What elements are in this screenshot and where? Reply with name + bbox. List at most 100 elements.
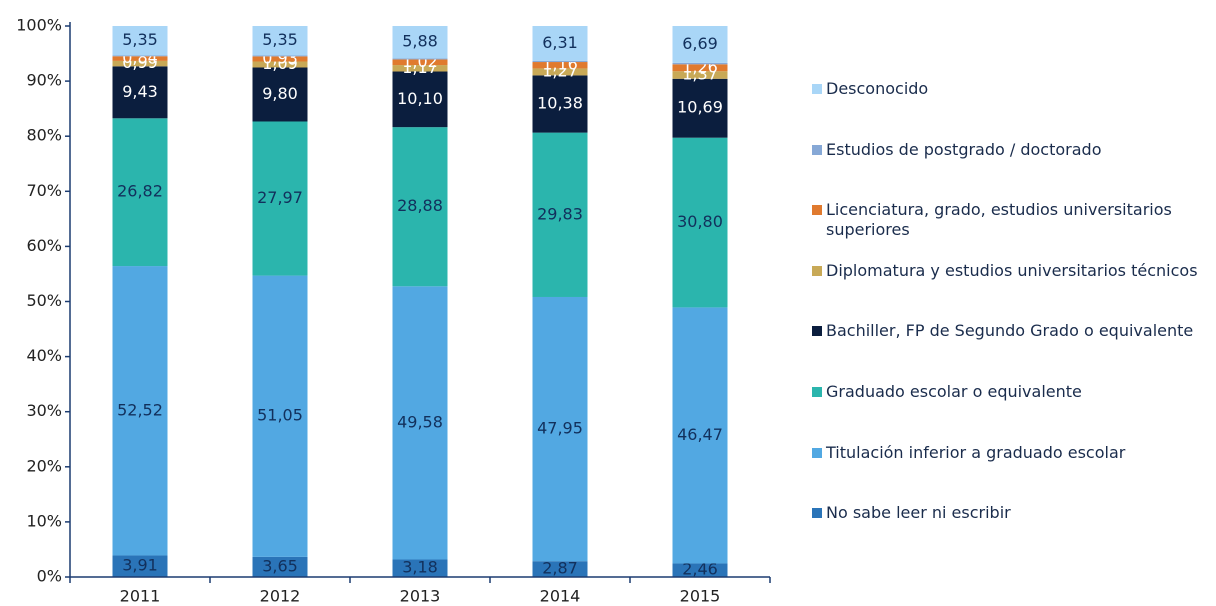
data-label: 3,91 xyxy=(122,556,158,575)
bar-segment xyxy=(252,61,308,68)
chart: 0% 10% 20% 30% 40% 50% 60% 70% 80% 90% 100% 3,91 52,… xyxy=(16,16,771,606)
legend-swatch xyxy=(812,144,822,155)
data-label: 51,05 xyxy=(257,406,303,425)
y-tick-label: 80% xyxy=(26,126,62,145)
bar-segment xyxy=(112,55,168,57)
bar-segment xyxy=(672,78,728,138)
data-label: 6,31 xyxy=(542,33,578,52)
legend-label: Graduado escolar o equivalente xyxy=(826,382,1082,401)
data-label: 9,43 xyxy=(122,82,158,101)
y-tick-label: 20% xyxy=(26,456,62,475)
y-tick-label: 90% xyxy=(26,71,62,90)
x-tick-label: 2014 xyxy=(540,587,581,606)
bar-segment xyxy=(532,296,588,562)
bar-segment xyxy=(672,64,728,72)
bar-segment xyxy=(252,67,308,122)
legend-swatch xyxy=(812,205,822,216)
legend-item: Bachiller, FP de Segundo Grado o equival… xyxy=(812,321,1212,341)
data-label: 10,38 xyxy=(537,94,583,113)
bar-segment xyxy=(112,66,168,119)
legend-label: No sabe leer ni escribir xyxy=(826,503,1011,523)
bar-segment xyxy=(252,55,308,57)
data-label: 2,87 xyxy=(542,559,578,578)
bar-segment xyxy=(532,132,588,297)
bar-segment xyxy=(672,137,728,308)
bar-segment xyxy=(672,71,728,79)
legend-swatch xyxy=(812,84,822,94)
legend-swatch xyxy=(812,447,822,458)
legend-swatch xyxy=(812,326,822,337)
bar-segment xyxy=(112,266,168,556)
bar-segment xyxy=(672,62,728,65)
bar-segment xyxy=(532,26,588,61)
y-tick-label: 70% xyxy=(26,181,62,200)
legend-item: Titulación inferior a graduado escolar xyxy=(812,443,1212,463)
x-tick-label: 2012 xyxy=(260,587,301,606)
data-label: 52,52 xyxy=(117,400,163,419)
data-label: 3,18 xyxy=(402,558,438,577)
data-label: 30,80 xyxy=(677,212,723,231)
bar-segment xyxy=(252,26,308,56)
legend-item: No sabe leer ni escribir xyxy=(812,503,1212,523)
data-label: 47,95 xyxy=(537,419,583,438)
data-label: 27,97 xyxy=(257,188,303,207)
data-label: 10,69 xyxy=(677,98,723,117)
data-label: 9,80 xyxy=(262,84,298,103)
legend-item: Desconocido xyxy=(812,79,1212,99)
bar-segment xyxy=(252,56,308,62)
legend-label: Estudios de postgrado / doctorado xyxy=(826,139,1102,159)
data-label: 26,82 xyxy=(117,182,163,201)
legend-item: Licenciatura, grado, estudios universita… xyxy=(812,200,1212,240)
bar-segment xyxy=(672,26,728,63)
bar-segment xyxy=(112,118,168,267)
data-label: 46,47 xyxy=(677,425,723,444)
y-tick-label: 10% xyxy=(26,511,62,530)
bar-segment xyxy=(532,561,588,577)
bar-segment xyxy=(532,60,588,63)
legend-item: Graduado escolar o equivalente xyxy=(812,382,1212,402)
data-label: 49,58 xyxy=(397,412,443,431)
bar-segment xyxy=(112,60,168,67)
y-tick-label: 0% xyxy=(37,567,62,586)
legend-label: Licenciatura, grado, estudios universita… xyxy=(826,200,1172,240)
x-tick-label: 2011 xyxy=(120,587,161,606)
data-label: 29,83 xyxy=(537,204,583,223)
bar-segment xyxy=(392,58,448,60)
data-label: 10,10 xyxy=(397,89,443,108)
data-label: 2,46 xyxy=(682,560,718,579)
bar-segment xyxy=(672,563,728,577)
legend-label: Titulación inferior a graduado escolar xyxy=(826,442,1126,462)
bar-segment xyxy=(252,275,308,557)
x-tick-label: 2015 xyxy=(680,587,721,606)
data-label: 3,65 xyxy=(262,556,298,575)
legend-item: Estudios de postgrado / doctorado xyxy=(812,140,1212,160)
legend-swatch xyxy=(812,265,822,276)
legend-label: Bachiller, FP de Segundo Grado o equival… xyxy=(826,321,1194,341)
data-label: 6,69 xyxy=(682,34,718,53)
bar-segment xyxy=(532,68,588,76)
data-label: 28,88 xyxy=(397,196,443,215)
bar-segment xyxy=(392,59,448,66)
bar-segment xyxy=(112,26,168,56)
bar-segment xyxy=(392,286,448,560)
data-label: 5,35 xyxy=(122,30,158,49)
y-tick-label: 100% xyxy=(16,16,62,35)
bar-segment xyxy=(252,121,308,276)
bar-segment xyxy=(392,65,448,72)
x-tick-label: 2013 xyxy=(400,587,441,606)
bar-segment xyxy=(392,559,448,577)
legend-label: Desconocido xyxy=(826,79,929,98)
data-label: 5,88 xyxy=(402,32,438,51)
y-tick-label: 30% xyxy=(26,401,62,420)
bar-segment xyxy=(532,75,588,133)
data-label: 5,35 xyxy=(262,30,298,49)
legend-swatch xyxy=(812,387,822,397)
bar-segment xyxy=(112,56,168,61)
bar-segment xyxy=(392,71,448,128)
y-tick-label: 40% xyxy=(26,346,62,365)
bar-segment xyxy=(672,307,728,564)
legend-item: Diplomatura y estudios universitarios té… xyxy=(812,261,1212,281)
bar-segment xyxy=(532,62,588,69)
bar-segment xyxy=(112,555,168,577)
